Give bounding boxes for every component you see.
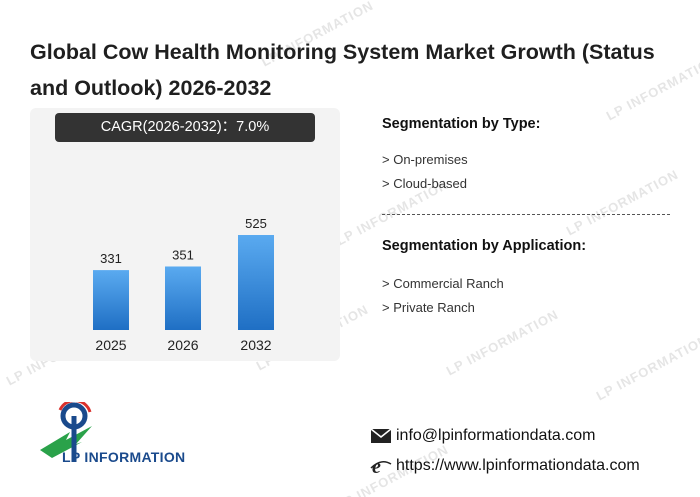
- data-label-2026: 351: [172, 247, 194, 262]
- application-item-commercial-ranch: > Commercial Ranch: [382, 276, 504, 291]
- lp-information-logo: [40, 402, 92, 462]
- contact-email[interactable]: info@lpinformationdata.com: [370, 426, 595, 446]
- watermark: LP INFORMATION: [443, 306, 561, 379]
- globe-e-icon: e: [370, 456, 392, 476]
- segmentation-application-heading: Segmentation by Application:: [382, 238, 587, 254]
- website-text[interactable]: https://www.lpinformationdata.com: [396, 457, 640, 474]
- section-divider: [382, 214, 670, 215]
- logo-text: LP INFORMATION: [62, 449, 186, 465]
- category-label-2026: 2026: [167, 337, 198, 353]
- email-text[interactable]: info@lpinformationdata.com: [396, 427, 596, 444]
- watermark: LP INFORMATION: [563, 166, 681, 239]
- bar-2026: [165, 266, 201, 330]
- envelope-icon: [370, 428, 392, 443]
- type-item-cloud-based: > Cloud-based: [382, 176, 467, 191]
- type-item-on-premises: > On-premises: [382, 152, 468, 167]
- data-label-2025: 331: [100, 251, 122, 266]
- cagr-badge: CAGR(2026-2032)：7.0%: [55, 113, 315, 142]
- contact-website[interactable]: e https://www.lpinformationdata.com: [370, 456, 640, 476]
- bar-chart: 331 2025 351 2026 525 2032: [93, 216, 274, 353]
- category-label-2032: 2032: [240, 337, 271, 353]
- bar-2032: [238, 235, 274, 330]
- segmentation-type-heading: Segmentation by Type:: [382, 116, 541, 132]
- data-label-2032: 525: [245, 216, 267, 231]
- bar-2025: [93, 270, 129, 330]
- category-label-2025: 2025: [95, 337, 126, 353]
- application-item-private-ranch: > Private Ranch: [382, 300, 475, 315]
- watermark: LP INFORMATION: [593, 331, 700, 404]
- svg-text:e: e: [372, 456, 381, 476]
- page-title: Global Cow Health Monitoring System Mark…: [30, 40, 655, 100]
